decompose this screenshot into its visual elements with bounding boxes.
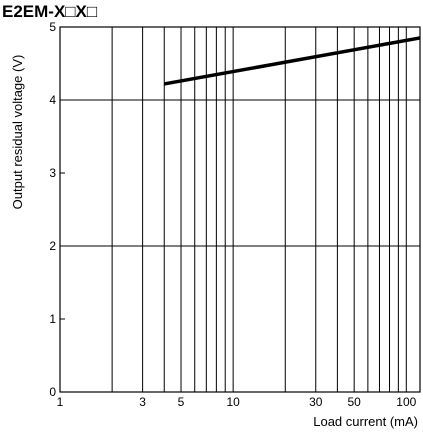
grid — [59, 27, 420, 393]
x-tick-label: 10 — [226, 395, 240, 409]
y-tick-label: 4 — [49, 93, 56, 107]
x-tick-label: 100 — [396, 395, 416, 409]
y-tick-label: 5 — [49, 20, 56, 34]
y-tick-label: 2 — [49, 239, 56, 253]
y-tick-label: 3 — [49, 166, 56, 180]
y-tick-label: 0 — [49, 385, 56, 399]
plot-frame — [59, 26, 421, 393]
series-line — [163, 36, 421, 86]
x-axis-label: Load current (mA) — [313, 414, 418, 429]
series-group — [163, 36, 421, 86]
x-tick-label: 3 — [139, 395, 146, 409]
y-tick-label: 1 — [49, 312, 56, 326]
x-tick-label: 5 — [178, 395, 185, 409]
chart-title: E2EM-X□X□ — [2, 2, 97, 21]
x-tick-label: 50 — [347, 395, 361, 409]
x-tick-label: 1 — [57, 395, 64, 409]
x-tick-label: 30 — [309, 395, 323, 409]
y-tick-labels: 0 1 2 3 4 5 — [49, 20, 65, 399]
x-tick-labels: 1 3 5 10 30 50 100 — [57, 395, 417, 409]
plot-border — [59, 26, 421, 393]
y-axis-label: Output residual voltage (V) — [10, 55, 25, 210]
